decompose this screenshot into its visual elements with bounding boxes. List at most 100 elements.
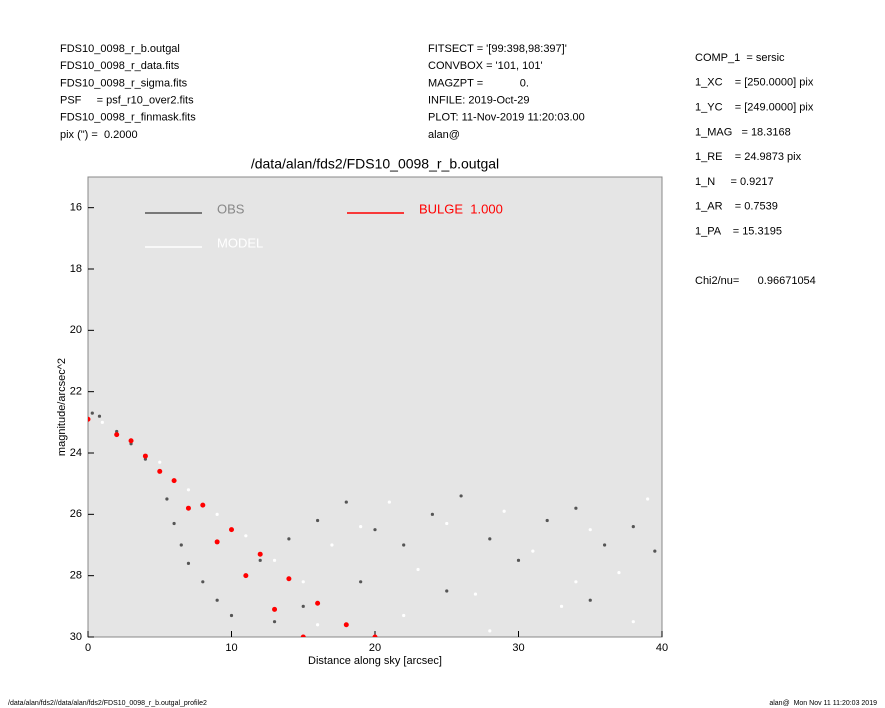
point [459,494,463,498]
point [646,497,650,501]
point [100,420,104,424]
header-left-line: PSF = psf_r10_over2.fits [60,95,194,107]
header-left-line: FDS10_0098_r_b.outgal [60,43,180,55]
x-tick-label: 40 [656,642,668,654]
point [488,629,492,633]
point [359,525,363,529]
x-tick-label: 30 [512,642,524,654]
point [229,613,234,618]
point [200,502,206,508]
point [171,478,177,484]
point [142,453,148,459]
point [244,534,248,538]
point [617,571,621,575]
header-left-line: FDS10_0098_r_data.fits [60,60,180,72]
point [488,537,492,541]
y-tick-label: 16 [70,202,82,214]
header-left-line: FDS10_0098_r_finmask.fits [60,112,196,124]
point [473,592,478,596]
point [201,580,205,584]
point [559,604,564,608]
point [502,509,506,513]
point [574,506,578,510]
point [516,558,521,562]
point [445,521,449,526]
point [359,580,363,584]
chi2: Chi2/nu= 0.96671054 [695,275,816,287]
y-tick-label: 30 [70,631,82,643]
point [343,622,349,628]
point [316,518,320,523]
param-line: 1_YC = [249.0000] pix [695,102,814,114]
legend-label: OBS [217,201,245,216]
point [214,539,220,545]
chart-title: /data/alan/fds2/FDS10_0098_r_b.outgal [251,156,499,172]
param-line: 1_XC = [250.0000] pix [695,77,814,89]
param-line: COMP_1 = sersic [695,52,785,64]
y-tick-label: 18 [70,263,82,275]
point [114,432,120,438]
plot-area [87,176,663,638]
point [157,468,163,474]
point [97,414,102,418]
point [272,620,277,624]
footer-right: alan@ Mon Nov 11 11:20:03 2019 [769,700,877,707]
point [588,528,592,532]
point [344,500,348,504]
point [179,543,183,547]
x-tick-label: 20 [369,642,381,654]
point [588,598,592,602]
header-left-line: pix (") = 0.2000 [60,129,138,141]
point [158,460,162,464]
point [286,576,292,582]
param-line: 1_AR = 0.7539 [695,201,778,213]
point [272,606,278,612]
param-line: 1_PA = 15.3195 [695,226,782,238]
y-tick-label: 28 [70,570,82,582]
point [185,505,191,511]
point [373,528,377,532]
point [186,488,191,492]
point [372,634,378,637]
point [603,543,607,547]
y-tick-label: 20 [70,324,82,336]
point [631,620,635,624]
point [330,543,334,547]
point [574,580,578,584]
point [243,573,249,579]
header-left-line: FDS10_0098_r_sigma.fits [60,77,188,89]
point [186,561,191,566]
x-tick-label: 10 [225,642,237,654]
point [531,549,535,553]
point [387,500,391,504]
y-tick-label: 22 [70,386,82,398]
point [416,567,420,572]
param-line: 1_N = 0.9217 [695,176,774,188]
point [88,416,91,422]
point [90,411,94,415]
point [631,525,635,529]
x-tick-label: 0 [85,642,91,654]
point [301,580,305,584]
point [215,598,219,602]
param-line: 1_RE = 24.9873 pix [695,151,802,163]
point [300,634,306,637]
header-middle-line: INFILE: 2019-Oct-29 [428,95,530,107]
header-middle-line: PLOT: 11-Nov-2019 11:20:03.00 [428,112,585,124]
point [445,589,449,593]
point [272,558,277,562]
point [172,521,176,526]
header-middle-line: FITSECT = '[99:398,98:397]' [428,43,567,55]
point [165,497,169,501]
point [315,600,321,606]
param-line: 1_MAG = 18.3168 [695,126,791,138]
x-axis-label: Distance along sky [arcsec] [308,655,442,667]
point [215,512,219,516]
point [257,551,263,557]
point [316,623,320,627]
y-tick-label: 24 [70,447,82,459]
y-tick-label: 26 [70,508,82,520]
point [301,604,305,608]
header-middle-line: CONVBOX = '101, 101' [428,60,543,72]
